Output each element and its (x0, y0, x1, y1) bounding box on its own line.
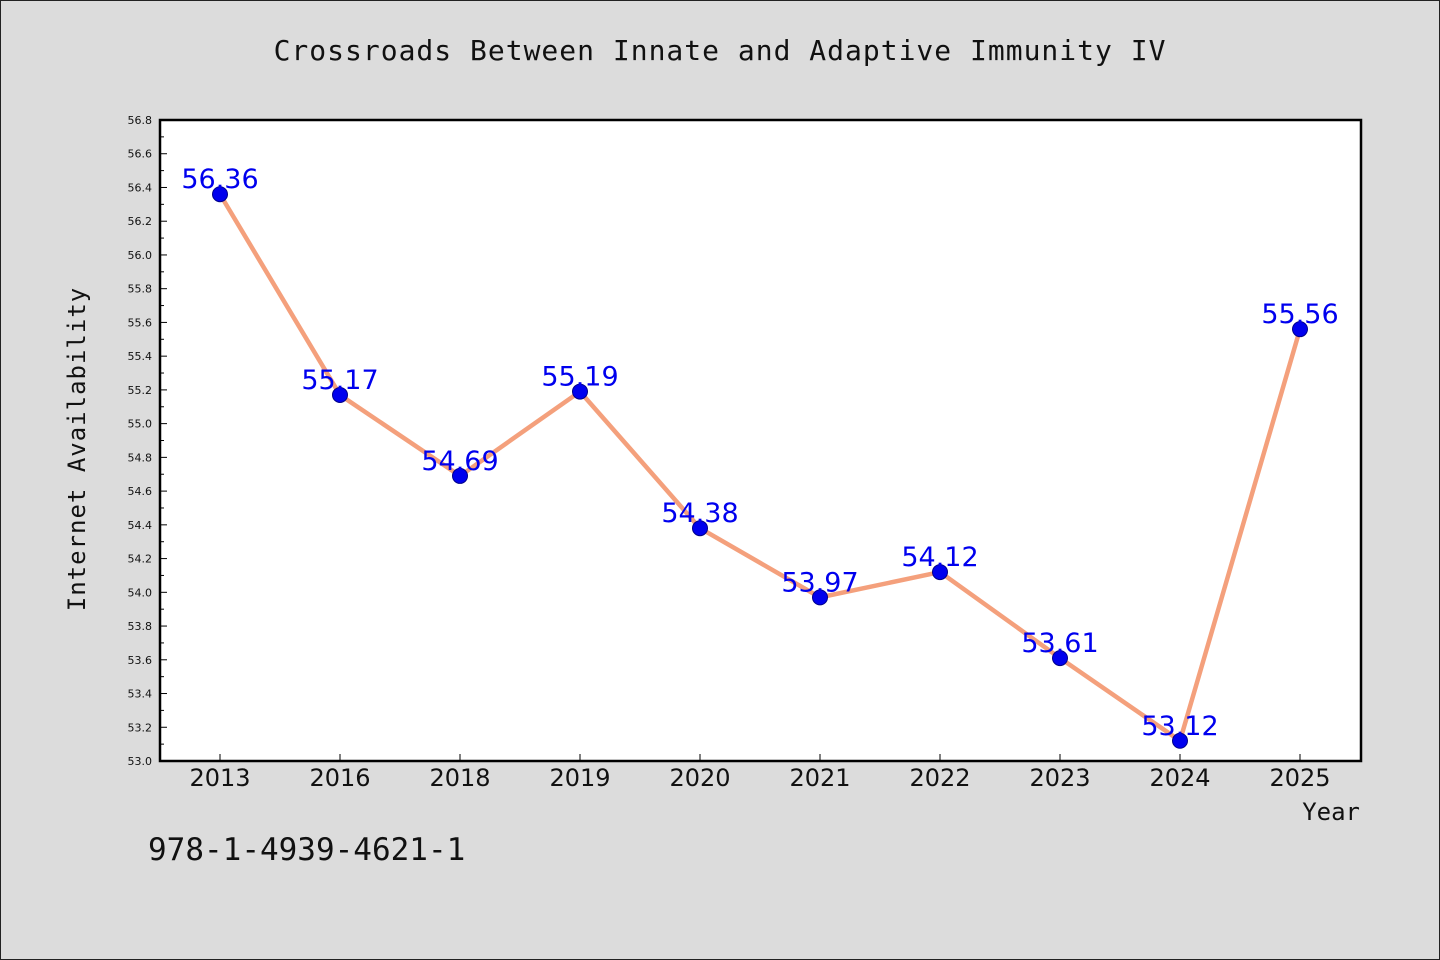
y-tick-label: 56.4 (128, 181, 153, 194)
y-tick-label: 55.2 (128, 384, 153, 397)
plot-area (158, 118, 1363, 763)
x-tick-label: 2025 (1269, 764, 1330, 792)
x-tick-label: 2023 (1029, 764, 1090, 792)
x-tick-label: 2016 (309, 764, 370, 792)
y-tick-label: 56.2 (128, 215, 153, 228)
x-axis-label: Year (1302, 798, 1360, 826)
y-tick-label: 54.2 (128, 553, 153, 566)
data-labels: 56.36 55.17 54.69 55.19 54.38 53.97 54.12 53.61… (181, 164, 1338, 742)
y-tick-label: 56.0 (128, 249, 153, 262)
x-tick-label: 2018 (429, 764, 490, 792)
x-tick-label: 2020 (669, 764, 730, 792)
data-point (572, 383, 588, 400)
data-point (932, 564, 948, 581)
data-point (212, 186, 228, 203)
x-tick-label: 2013 (189, 764, 250, 792)
data-point (692, 520, 708, 537)
y-tick-label: 53.4 (128, 688, 153, 701)
y-tick-label: 53.8 (128, 620, 153, 633)
y-tick-label: 55.8 (128, 283, 153, 296)
series-markers (212, 186, 1308, 749)
x-tick-label: 2019 (549, 764, 610, 792)
y-tick-label: 53.2 (128, 721, 153, 734)
data-label: 56.36 (181, 164, 258, 195)
y-tick-label: 54.6 (128, 485, 153, 498)
data-label: 53.12 (1141, 711, 1218, 742)
y-axis-ticks: 53.0 53.2 53.4 53.6 53.8 54.0 54.2 54.4 54.6 54.8… (128, 114, 167, 768)
y-tick-label: 53.6 (128, 654, 153, 667)
data-point (452, 467, 468, 484)
data-label: 55.19 (541, 362, 618, 393)
y-tick-label: 55.0 (128, 418, 153, 431)
data-label: 55.17 (301, 365, 378, 396)
y-tick-label: 54.0 (128, 586, 153, 599)
series-line (218, 193, 1303, 744)
y-tick-label: 54.4 (128, 519, 153, 532)
data-label: 53.97 (781, 567, 858, 598)
data-point (1172, 732, 1188, 749)
data-point (1292, 321, 1308, 338)
y-tick-label: 53.0 (128, 755, 153, 768)
y-tick-label: 56.6 (128, 148, 153, 161)
data-label: 54.69 (421, 446, 498, 477)
y-tick-label: 55.6 (128, 316, 153, 329)
x-tick-label: 2021 (789, 764, 850, 792)
x-tick-label: 2024 (1149, 764, 1210, 792)
data-label: 54.12 (901, 542, 978, 573)
chart-title: Crossroads Between Innate and Adaptive I… (273, 34, 1167, 67)
data-label: 53.61 (1021, 628, 1098, 659)
data-point (1052, 650, 1068, 667)
y-tick-label: 55.4 (128, 350, 153, 363)
footer-code: 978-1-4939-4621-1 (148, 832, 466, 868)
series-line-group (218, 193, 1303, 744)
data-point (332, 386, 348, 403)
x-axis-ticks: 2013 2016 2018 2019 2020 2021 2022 2023 2024 2025 (189, 754, 1331, 792)
y-axis-label: Internet Availability (63, 287, 91, 611)
data-label: 55.56 (1261, 299, 1338, 330)
y-tick-label: 54.8 (128, 451, 153, 464)
data-point (812, 589, 828, 606)
y-tick-label: 56.8 (128, 114, 153, 127)
x-tick-label: 2022 (909, 764, 970, 792)
data-label: 54.38 (661, 498, 738, 529)
